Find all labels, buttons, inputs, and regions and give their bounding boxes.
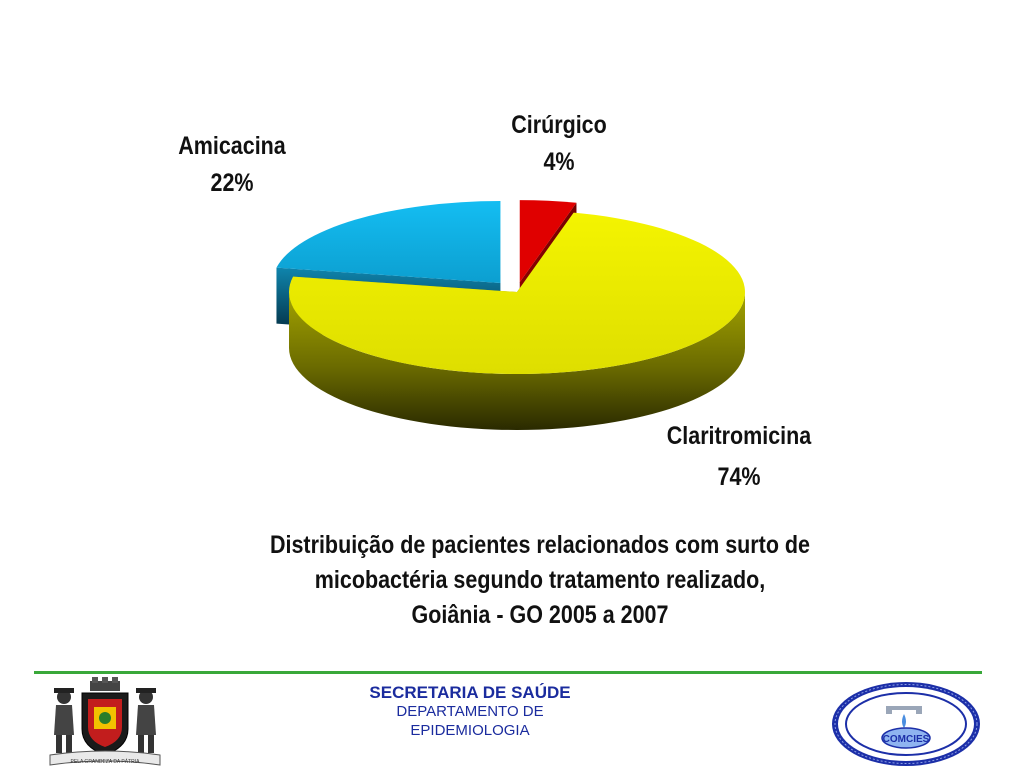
pie-value-claritromicina: 74% (717, 462, 760, 490)
footer-institution: SECRETARIA DE SAÚDE DEPARTAMENTO DE EPID… (300, 683, 640, 740)
pie-slice-top-amicacina (276, 200, 501, 283)
pie-slice-claritromicina (289, 212, 745, 430)
pie-label-claritromicina: Claritromicina (667, 421, 812, 449)
footer-divider (34, 671, 982, 674)
pie-label-amicacina: Amicacina (178, 131, 286, 159)
chart-title: Distribuição de pacientes relacionados c… (213, 528, 867, 633)
pie-label-cirurgico: Cirúrgico (511, 110, 606, 138)
coat-of-arms-icon: PELA GRANDEZA DA PÁTRIA (49, 677, 161, 766)
footer-dept-line-2: EPIDEMIOLOGIA (410, 722, 530, 739)
chart-title-line-3: Goiânia - GO 2005 a 2007 (411, 601, 669, 629)
comcies-seal-icon: COMCIES (832, 682, 980, 766)
pie-slice-top-cirurgico (519, 200, 577, 283)
pie-slice-side-claritromicina (289, 292, 745, 430)
chart-title-line-2: micobactéria segundo tratamento realizad… (314, 566, 766, 594)
footer-dept-line-1: DEPARTAMENTO DE (396, 703, 544, 720)
pie-value-cirurgico: 4% (543, 147, 574, 175)
footer-secretaria: SECRETARIA DE SAÚDE (369, 683, 571, 702)
pie-slice-top-claritromicina (289, 212, 745, 374)
svg-text:PELA GRANDEZA DA PÁTRIA: PELA GRANDEZA DA PÁTRIA (71, 758, 141, 765)
pie-value-amicacina: 22% (210, 168, 253, 196)
chart-title-line-1: Distribuição de pacientes relacionados c… (269, 531, 811, 559)
svg-text:COMCIES: COMCIES (883, 734, 930, 745)
